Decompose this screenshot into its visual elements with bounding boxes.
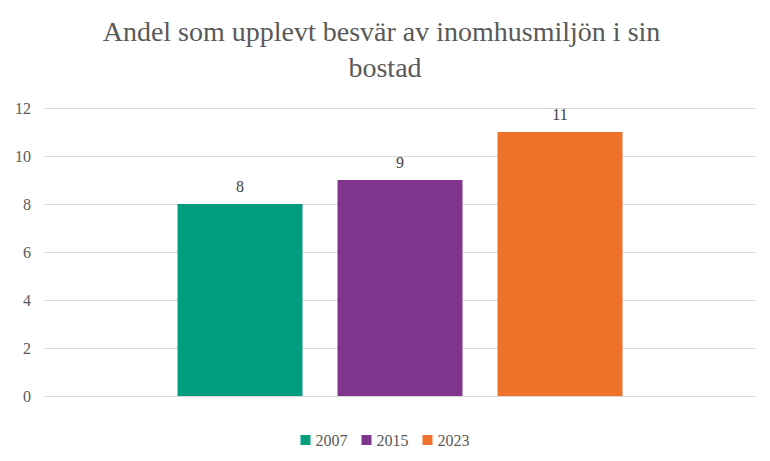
svg-text:0: 0 — [23, 388, 31, 405]
svg-text:11: 11 — [552, 106, 567, 123]
svg-text:8: 8 — [23, 196, 31, 213]
svg-text:8: 8 — [236, 178, 244, 195]
svg-text:4: 4 — [23, 292, 31, 309]
svg-text:2007: 2007 — [316, 432, 348, 449]
svg-text:9: 9 — [396, 154, 404, 171]
svg-text:2: 2 — [23, 340, 31, 357]
svg-text:2023: 2023 — [438, 432, 470, 449]
svg-text:12: 12 — [15, 100, 31, 117]
svg-text:10: 10 — [15, 148, 31, 165]
svg-text:2015: 2015 — [377, 432, 409, 449]
svg-text:bostad: bostad — [348, 52, 421, 83]
svg-text:Andel som upplevt besvär av in: Andel som upplevt besvär av inomhusmiljö… — [103, 16, 668, 47]
svg-text:6: 6 — [23, 244, 31, 261]
